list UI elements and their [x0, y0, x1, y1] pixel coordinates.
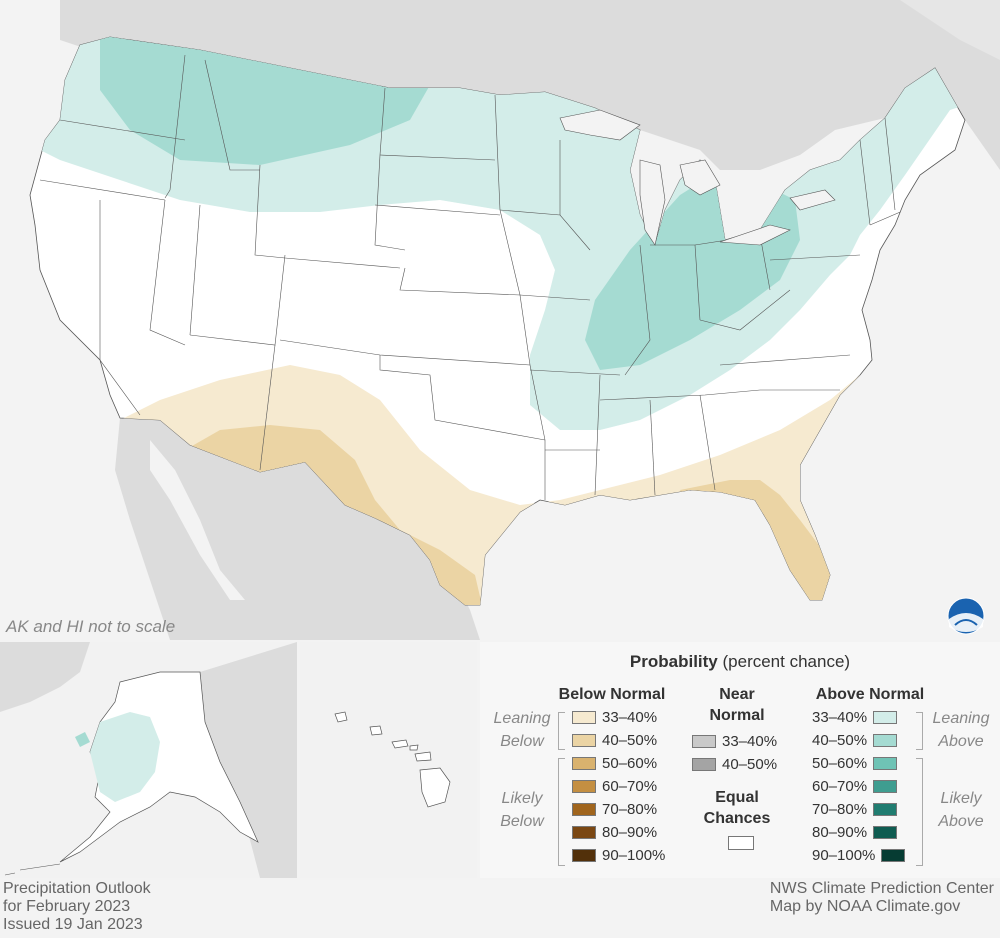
near-normal-header: Near Normal: [709, 686, 765, 724]
below-normal-swatch: [572, 779, 596, 793]
legend-title: Probability (percent chance): [480, 652, 1000, 672]
leaning-below-label: Leaning Below: [493, 710, 551, 750]
above-normal-label: 90–100%: [812, 846, 876, 864]
near-normal-label: 40–50%: [722, 755, 778, 773]
above-normal-row: 80–90%: [812, 823, 898, 841]
below-normal-label: 70–80%: [602, 800, 658, 818]
likely-above-bracket: [916, 758, 923, 866]
above-normal-label: 60–70%: [812, 777, 868, 795]
above-normal-row: 70–80%: [812, 800, 898, 818]
below-normal-label: 60–70%: [602, 777, 658, 795]
below-normal-swatch: [572, 848, 596, 862]
leaning-below-bracket: [558, 712, 565, 750]
alaska-inset: [0, 642, 297, 878]
above-normal-label: 50–60%: [812, 754, 868, 772]
below-normal-row: 33–40%: [572, 708, 657, 726]
below-normal-row: 60–70%: [572, 777, 657, 795]
likely-above-label: Likely Above: [938, 790, 984, 830]
near-normal-label: 33–40%: [722, 732, 778, 750]
above-40-50-northwest: [100, 37, 430, 165]
below-normal-swatch: [572, 710, 596, 724]
baja-gulf: [150, 440, 245, 600]
near-normal-swatch: [692, 757, 716, 771]
near-normal-row: 40–50%: [692, 755, 777, 773]
above-normal-row: 33–40%: [812, 708, 898, 726]
alaska-above-leaning: [90, 712, 160, 802]
leaning-above-bracket: [916, 712, 923, 750]
footer-right: NWS Climate Prediction Center Map by NOA…: [770, 880, 994, 916]
below-normal-swatch: [572, 802, 596, 816]
footer-left: Precipitation Outlook for February 2023 …: [3, 880, 151, 934]
below-normal-swatch: [572, 733, 596, 747]
leaning-above-label: Leaning Above: [932, 710, 990, 750]
below-normal-label: 90–100%: [602, 846, 666, 864]
great-lakes: [559, 109, 836, 246]
legend-panel: Probability (percent chance) Below Norma…: [480, 642, 1000, 878]
likely-below-label: Likely Below: [500, 790, 544, 830]
above-normal-row: 90–100%: [812, 846, 906, 864]
footer-credit: Map by NOAA Climate.gov: [769, 898, 961, 915]
alaska-islands: [75, 732, 90, 747]
above-normal-swatch: [873, 779, 898, 793]
greenland-hint: [900, 0, 1000, 60]
below-normal-row: 80–90%: [572, 823, 657, 841]
above-normal-swatch: [873, 756, 898, 770]
mexico-land: [115, 418, 480, 640]
above-normal-row: 60–70%: [812, 777, 898, 795]
below-normal-row: 90–100%: [572, 846, 665, 864]
hawaii-islands: [334, 711, 451, 808]
noaa-logo-icon: [947, 597, 985, 635]
scale-note: AK and HI not to scale: [5, 617, 175, 636]
above-normal-label: 33–40%: [812, 708, 868, 726]
below-normal-swatch: [572, 825, 596, 839]
below-normal-row: 40–50%: [572, 731, 657, 749]
above-normal-swatch: [881, 848, 906, 862]
footer-period: for February 2023: [3, 898, 131, 915]
russia-land: [0, 642, 90, 712]
below-normal-swatch: [572, 756, 596, 770]
conus-map: AK and HI not to scale: [5, 0, 1000, 640]
canada-land: [60, 0, 1000, 170]
above-normal-header: Above Normal: [815, 686, 925, 703]
footer-title: Precipitation Outlook: [3, 880, 151, 897]
below-normal-header: Below Normal: [558, 686, 666, 703]
below-normal-label: 33–40%: [602, 708, 658, 726]
legend-title-bold: Probability: [629, 652, 718, 671]
equal-chances-header: Equal Chances: [703, 789, 771, 827]
above-normal-swatch: [873, 733, 898, 747]
aleutian-chain: [4, 863, 61, 876]
above-normal-swatch: [873, 710, 898, 724]
legend-title-rest: (percent chance): [722, 652, 851, 671]
equal-chances-swatch: [728, 836, 754, 850]
footer-source: NWS Climate Prediction Center: [769, 880, 994, 897]
below-normal-label: 40–50%: [602, 731, 658, 749]
above-normal-swatch: [873, 825, 898, 839]
footer-issued: Issued 19 Jan 2023: [3, 916, 143, 933]
below-normal-row: 70–80%: [572, 800, 657, 818]
above-normal-row: 50–60%: [812, 754, 898, 772]
above-normal-swatch: [873, 802, 898, 816]
below-normal-row: 50–60%: [572, 754, 657, 772]
above-normal-label: 70–80%: [812, 800, 868, 818]
canada-land-ak: [200, 642, 297, 878]
near-normal-row: 33–40%: [692, 732, 777, 750]
below-normal-label: 50–60%: [602, 754, 658, 772]
hawaii-inset: [300, 642, 477, 878]
near-normal-swatch: [692, 734, 716, 748]
above-normal-label: 80–90%: [812, 823, 868, 841]
state-boundaries: [39, 54, 906, 500]
above-normal-row: 40–50%: [812, 731, 898, 749]
above-normal-label: 40–50%: [812, 731, 868, 749]
likely-below-bracket: [558, 758, 565, 866]
below-normal-label: 80–90%: [602, 823, 658, 841]
